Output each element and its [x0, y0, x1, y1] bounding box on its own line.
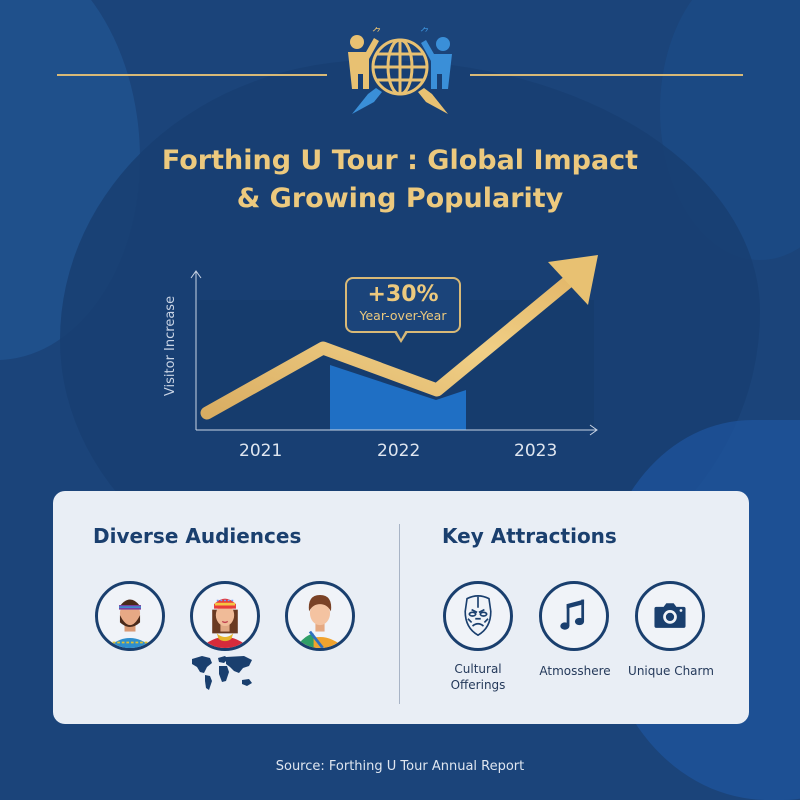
- attraction-label-atmosphere: Atmosshere: [525, 663, 625, 679]
- svg-text:⺈: ⺈: [372, 26, 382, 39]
- header-divider-right: [470, 74, 743, 76]
- page-title: Forthing U Tour : Global Impact & Growin…: [0, 142, 800, 218]
- attraction-label-line: Cultural: [454, 662, 502, 676]
- info-panel: Diverse Audiences Key Attractions: [53, 491, 749, 724]
- attraction-label-unique-charm: Unique Charm: [621, 663, 721, 679]
- music-note-icon: [539, 581, 609, 651]
- mask-icon: [443, 581, 513, 651]
- x-tick-2023: 2023: [514, 441, 558, 461]
- world-map-icon: [190, 653, 256, 693]
- attraction-label-cultural: Cultural Offerings: [428, 661, 528, 693]
- section-title-attractions: Key Attractions: [442, 524, 617, 548]
- callout-label: Year-over-Year: [359, 308, 447, 323]
- callout-pointer: [394, 330, 408, 343]
- attraction-label-line: Unique Charm: [628, 664, 714, 678]
- panel-divider: [399, 524, 400, 704]
- yoy-callout: +30% Year-over-Year: [345, 277, 461, 333]
- x-tick-2021: 2021: [239, 441, 283, 461]
- globe-with-people-logo-icon: ⺈ ⺈: [330, 22, 470, 122]
- woman-traditional-headdress-avatar-icon: [190, 581, 260, 651]
- visitor-growth-chart: [190, 255, 598, 436]
- title-line-2: & Growing Popularity: [236, 183, 564, 214]
- young-person-avatar-icon: [285, 581, 355, 651]
- attraction-label-line: Atmosshere: [539, 664, 611, 678]
- section-title-audiences: Diverse Audiences: [93, 524, 302, 548]
- header-divider-left: [57, 74, 327, 76]
- bearded-man-avatar-icon: [95, 581, 165, 651]
- y-axis-label: Visitor Increase: [163, 295, 178, 397]
- callout-value: +30%: [367, 282, 439, 307]
- title-line-1: Forthing U Tour : Global Impact: [161, 145, 639, 176]
- camera-icon: [635, 581, 705, 651]
- source-footnote: Source: Forthing U Tour Annual Report: [275, 759, 525, 774]
- svg-text:⺈: ⺈: [420, 26, 430, 39]
- x-tick-2022: 2022: [377, 441, 421, 461]
- attraction-label-line: Offerings: [450, 678, 506, 692]
